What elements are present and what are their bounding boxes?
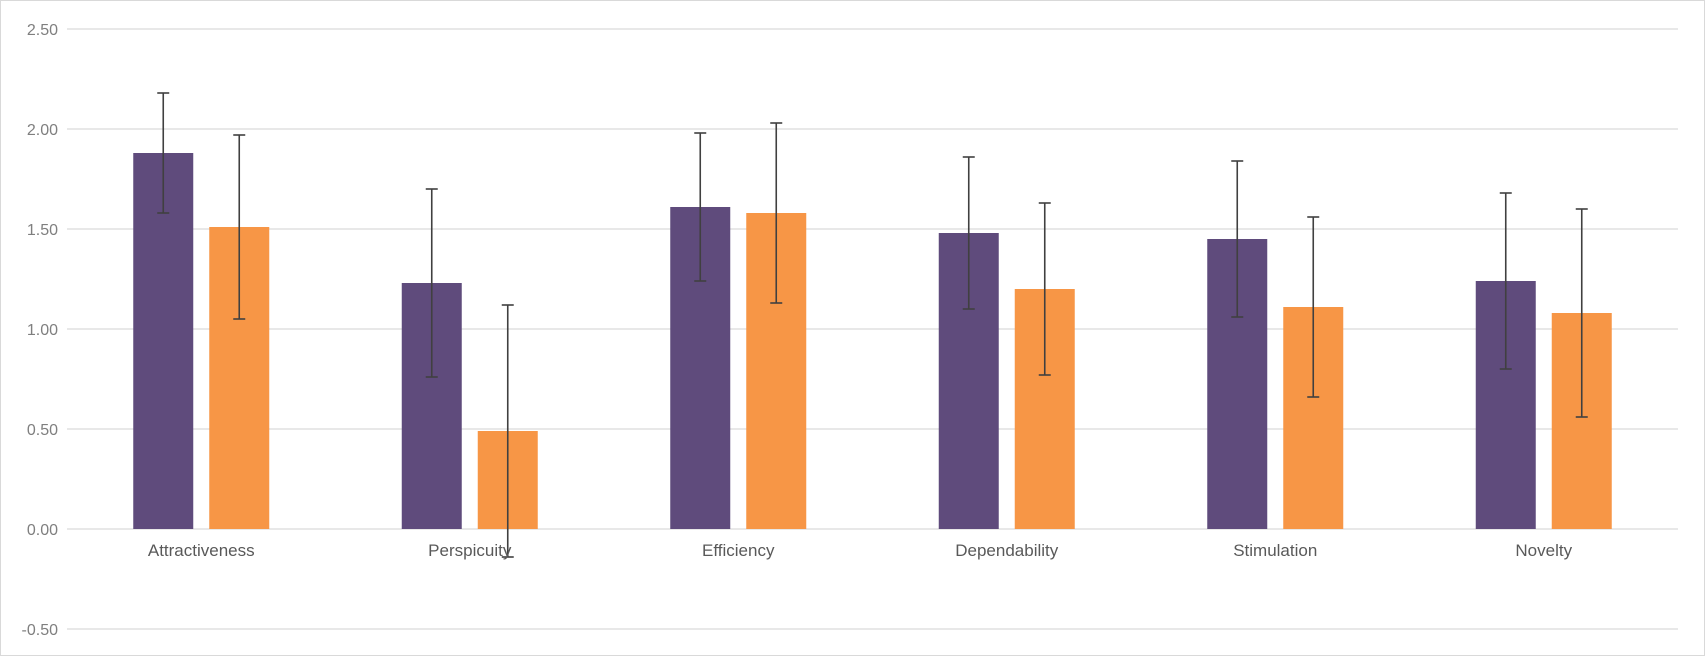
category-label: Perspicuity — [428, 541, 512, 560]
category-label: Stimulation — [1233, 541, 1317, 560]
category-label: Dependability — [955, 541, 1059, 560]
y-axis-tick-labels: 2.50 2.00 1.50 1.00 0.50 0.00 -0.50 — [22, 22, 59, 639]
x-axis-category-labels: Attractiveness Perspicuity Efficiency Depen… — [148, 541, 1573, 560]
bars — [133, 153, 1612, 529]
gridlines — [67, 28, 1678, 630]
y-tick-label: 0.00 — [27, 522, 58, 539]
category-label: Novelty — [1515, 541, 1572, 560]
y-tick-label: 1.00 — [27, 322, 58, 339]
category-label: Efficiency — [702, 541, 775, 560]
category-label: Attractiveness — [148, 541, 255, 560]
error-bars — [157, 92, 1588, 558]
y-tick-label: 2.00 — [27, 122, 58, 139]
bar-series-1 — [133, 153, 194, 529]
y-tick-label: 1.50 — [27, 222, 58, 239]
y-tick-label: 0.50 — [27, 422, 58, 439]
y-tick-label: 2.50 — [27, 22, 58, 39]
y-tick-label: -0.50 — [22, 622, 59, 639]
